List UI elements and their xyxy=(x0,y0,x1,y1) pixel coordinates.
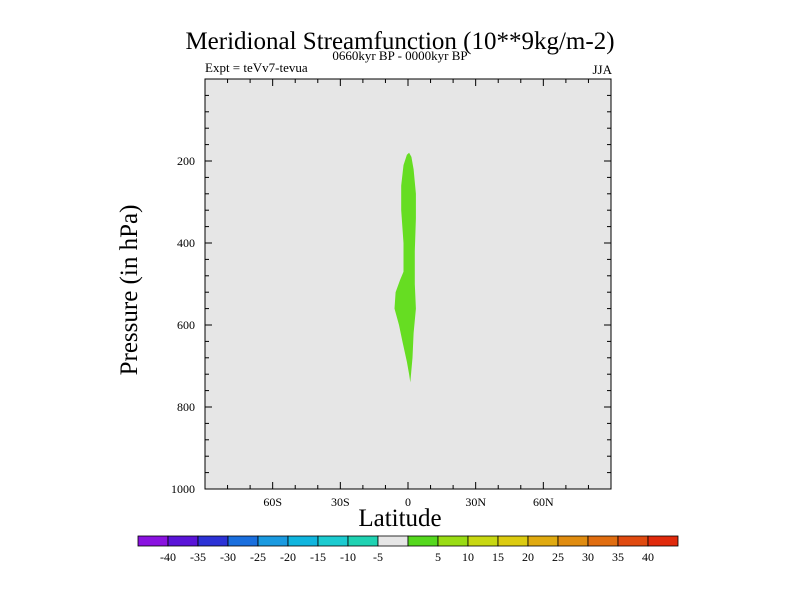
colorbar-label: 40 xyxy=(642,550,654,564)
colorbar-label: 10 xyxy=(462,550,474,564)
x-tick-label: 0 xyxy=(405,495,411,509)
colorbar-swatch xyxy=(407,535,439,547)
colorbar-label: -15 xyxy=(310,550,326,564)
colorbar-swatch xyxy=(617,535,649,547)
season-label: JJA xyxy=(592,62,612,77)
x-tick-label: 60N xyxy=(533,495,554,509)
colorbar-label: -25 xyxy=(250,550,266,564)
colorbar-swatch xyxy=(557,535,589,547)
colorbar-swatch xyxy=(497,535,529,547)
colorbar-swatch xyxy=(137,535,169,547)
y-tick-label: 1000 xyxy=(171,482,195,496)
colorbar-swatch xyxy=(587,535,619,547)
y-tick-label: 600 xyxy=(177,318,195,332)
colorbar-label: 25 xyxy=(552,550,564,564)
y-tick-label: 400 xyxy=(177,236,195,250)
colorbar-swatch xyxy=(197,535,229,547)
colorbar-swatch xyxy=(467,535,499,547)
contour-region-0 xyxy=(394,152,416,383)
time-range-label: 0660kyr BP - 0000kyr BP xyxy=(332,48,468,63)
colorbar-label: -5 xyxy=(373,550,383,564)
colorbar-label: -35 xyxy=(190,550,206,564)
colorbar-label: -40 xyxy=(160,550,176,564)
colorbar-label: 30 xyxy=(582,550,594,564)
chart-title: Meridional Streamfunction (10**9kg/m-2) xyxy=(185,28,615,55)
colorbar-swatch xyxy=(287,535,319,547)
colorbar-swatch xyxy=(257,535,289,547)
colorbar-swatch xyxy=(647,535,679,547)
colorbar-label: 35 xyxy=(612,550,624,564)
x-tick-label: 60S xyxy=(263,495,282,509)
experiment-label: Expt = teVv7-tevua xyxy=(205,60,308,75)
colorbar-swatch xyxy=(347,535,379,547)
colorbar-swatch xyxy=(527,535,559,547)
y-tick-label: 200 xyxy=(177,154,195,168)
colorbar-label: -10 xyxy=(340,550,356,564)
colorbar-label: 20 xyxy=(522,550,534,564)
colorbar-swatch xyxy=(377,535,409,547)
colorbar-label: 15 xyxy=(492,550,504,564)
colorbar-swatch xyxy=(227,535,259,547)
x-tick-label: 30N xyxy=(465,495,486,509)
colorbar-swatch xyxy=(437,535,469,547)
y-tick-label: 800 xyxy=(177,400,195,414)
x-axis-label: Latitude xyxy=(358,505,442,532)
colorbar-label: -30 xyxy=(220,550,236,564)
colorbar-swatch xyxy=(167,535,199,547)
colorbar-swatch xyxy=(317,535,349,547)
x-tick-label: 30S xyxy=(331,495,350,509)
colorbar-label: -20 xyxy=(280,550,296,564)
colorbar-label: 5 xyxy=(435,550,441,564)
